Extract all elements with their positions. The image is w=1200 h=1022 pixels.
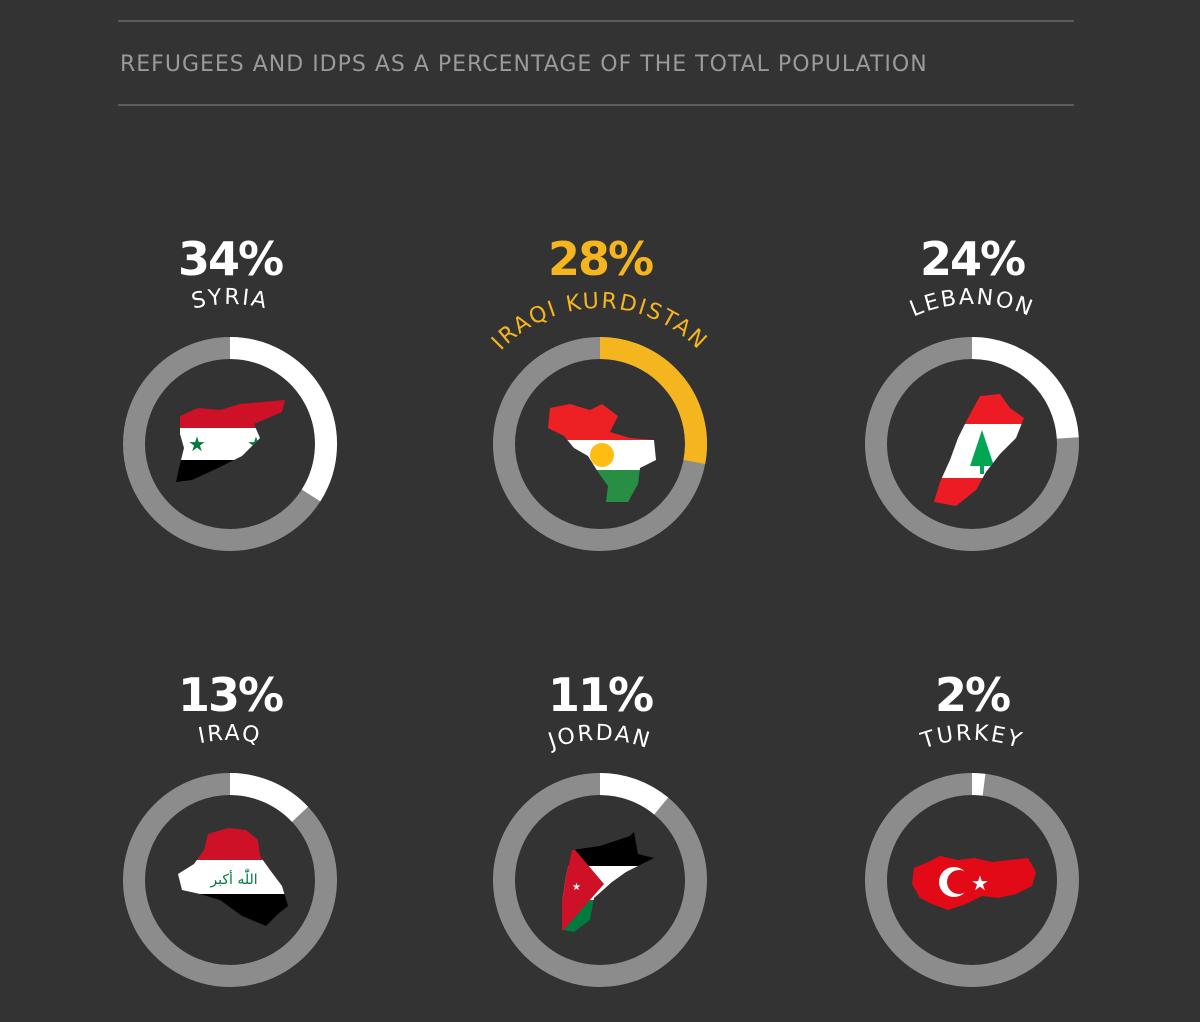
value-label: 28% — [547, 232, 654, 286]
jordan-flag-map-icon: ★ — [562, 832, 654, 932]
svg-text:★: ★ — [188, 432, 206, 456]
lebanon-flag-map-icon — [934, 394, 1024, 506]
value-arc — [971, 773, 986, 796]
chart-title: REFUGEES AND IDPS AS A PERCENTAGE OF THE… — [120, 52, 928, 77]
svg-text:★: ★ — [572, 882, 581, 893]
donut-ring — [865, 337, 1079, 551]
country-label: IRAQ — [196, 721, 261, 749]
value-label: 11% — [547, 668, 654, 722]
svg-text:★: ★ — [247, 432, 265, 456]
country-label: LEBANON — [906, 285, 1035, 322]
value-arc — [229, 773, 308, 823]
country-label: SYRIA — [189, 285, 270, 315]
donut-iraq: 13% IRAQ اللّٰه أكبر — [110, 668, 350, 1008]
donut-ring — [493, 773, 707, 987]
donut-iraqi-kurdistan: 28% IRAQI KURDISTAN — [480, 232, 720, 572]
donut-ring — [123, 773, 337, 987]
top-divider — [118, 20, 1074, 22]
country-label: TURKEY — [917, 721, 1024, 755]
svg-text:★: ★ — [971, 871, 989, 895]
value-arc — [599, 337, 707, 465]
donut-syria: 34% SYRIA ★ ★ — [110, 232, 350, 572]
donut-ring — [123, 337, 337, 551]
value-arc — [229, 337, 337, 502]
kurdistan-flag-map-icon — [548, 404, 656, 502]
country-name: SYRIA — [189, 285, 268, 315]
donut-ring — [493, 337, 707, 551]
iraq-flag-map-icon: اللّٰه أكبر — [178, 828, 288, 926]
syria-flag-map-icon: ★ ★ — [176, 400, 285, 482]
donut-lebanon: 24% LEBANON — [852, 232, 1092, 572]
value-label: 2% — [934, 668, 1011, 722]
donut-turkey: 2% TURKEY ★ — [852, 668, 1092, 1008]
value-arc — [971, 337, 1079, 439]
donut-jordan: 11% JORDAN ★ — [480, 668, 720, 1008]
country-label: JORDAN — [543, 721, 652, 755]
bottom-divider — [118, 104, 1074, 106]
value-label: 34% — [177, 232, 284, 286]
value-label: 24% — [919, 232, 1026, 286]
svg-text:SYRIA: SYRIA — [189, 285, 270, 315]
value-arc — [599, 773, 669, 815]
value-label: 13% — [177, 668, 284, 722]
svg-text:اللّٰه أكبر: اللّٰه أكبر — [209, 869, 257, 888]
donut-ring — [865, 773, 1079, 987]
turkey-flag-map-icon: ★ — [912, 856, 1036, 910]
